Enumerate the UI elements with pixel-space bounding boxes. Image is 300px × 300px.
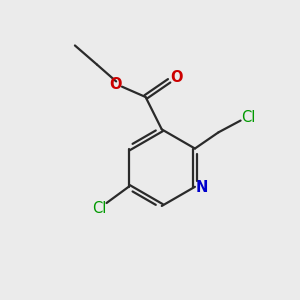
- Text: Cl: Cl: [242, 110, 256, 124]
- Text: Cl: Cl: [92, 201, 106, 216]
- Text: N: N: [195, 180, 208, 195]
- Text: O: O: [109, 77, 122, 92]
- Text: O: O: [170, 70, 183, 85]
